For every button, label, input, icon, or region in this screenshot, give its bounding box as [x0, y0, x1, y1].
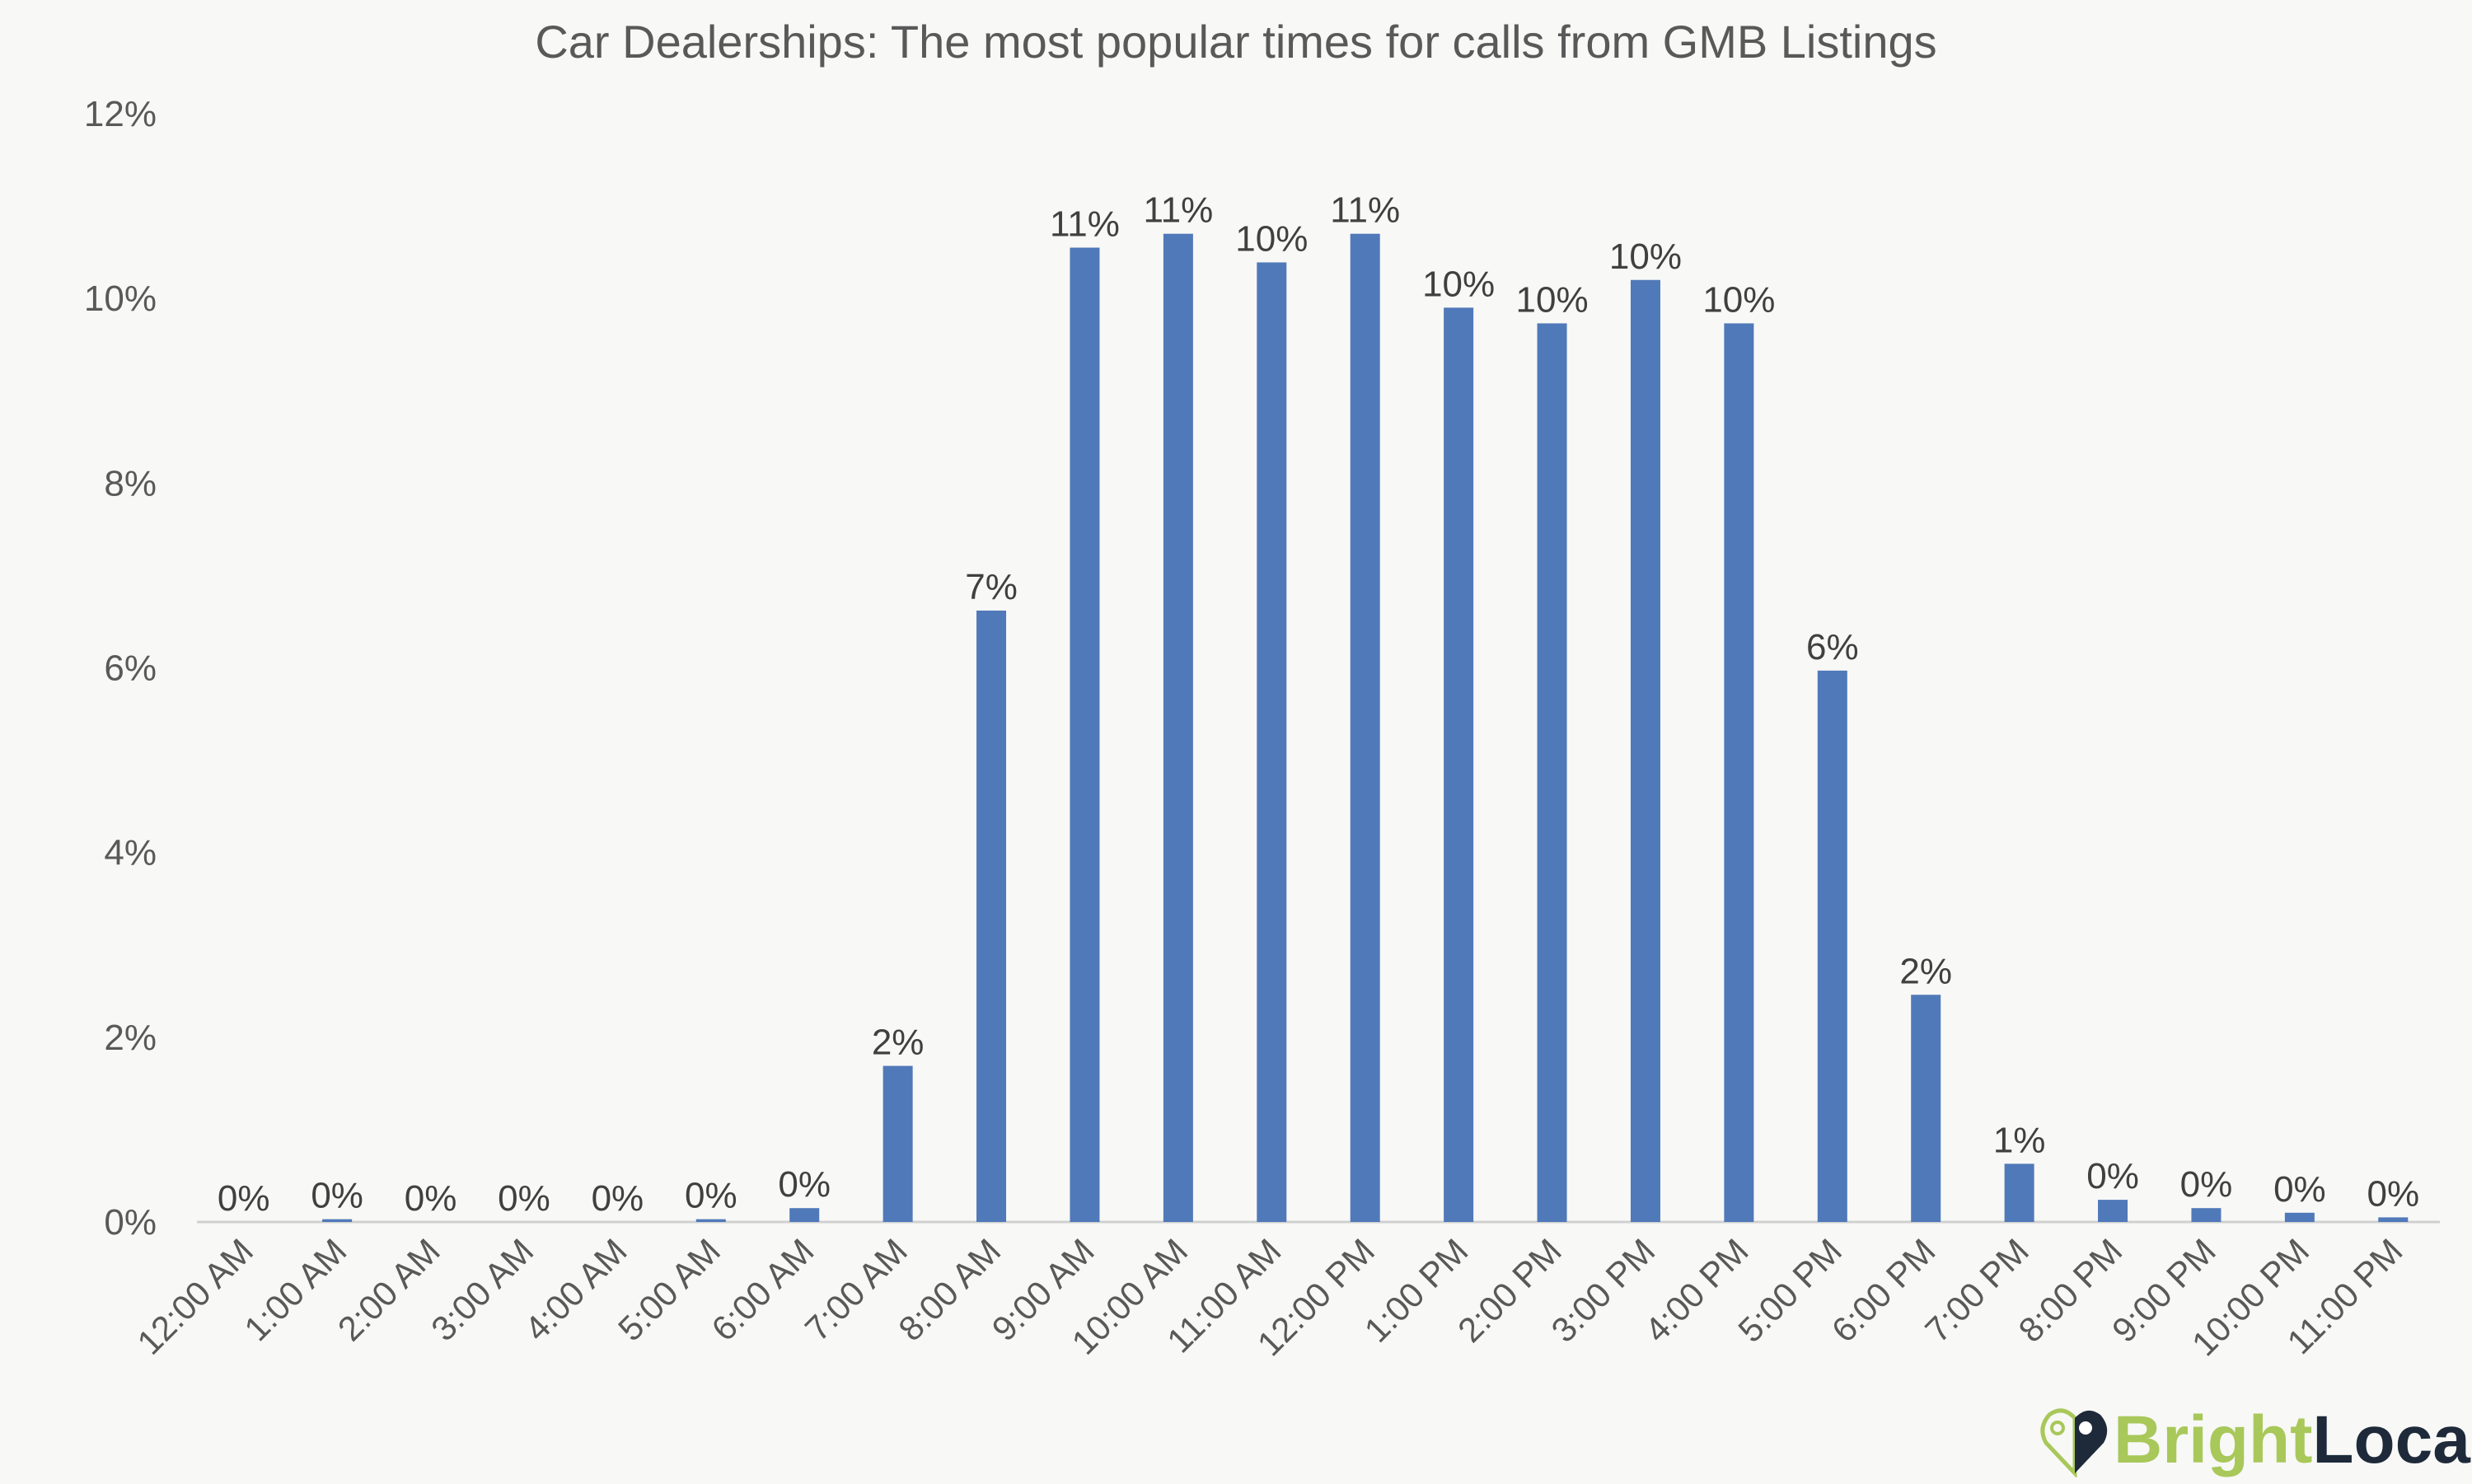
x-tick-label: 1:00 PM [1357, 1231, 1476, 1350]
data-label: 0% [405, 1178, 457, 1219]
x-tick-label: 4:00 PM [1637, 1231, 1756, 1350]
x-tick-label: 6:00 AM [704, 1231, 821, 1348]
x-tick-label: 7:00 AM [798, 1231, 915, 1348]
data-label: 0% [685, 1176, 737, 1216]
x-tick-label: 4:00 AM [517, 1231, 634, 1348]
y-tick-label: 4% [104, 833, 157, 873]
data-label: 7% [965, 567, 1018, 607]
data-label: 6% [1806, 627, 1859, 667]
logo-text-bright: Bright [2114, 1402, 2313, 1477]
bar [322, 1219, 353, 1222]
x-axis: 12:00 AM1:00 AM2:00 AM3:00 AM4:00 AM5:00… [129, 1231, 2409, 1363]
bar [2191, 1208, 2222, 1222]
x-tick-label: 2:00 PM [1450, 1231, 1569, 1350]
data-label: 0% [2273, 1169, 2326, 1210]
bar [2004, 1163, 2034, 1222]
data-label: 2% [872, 1023, 925, 1063]
data-label: 10% [1516, 279, 1589, 320]
heart-pin-icon [2040, 1407, 2108, 1477]
data-label: 0% [778, 1164, 831, 1205]
x-tick-label: 5:00 AM [611, 1231, 728, 1348]
y-tick-label: 2% [104, 1018, 157, 1058]
data-label: 0% [2180, 1164, 2233, 1205]
bar [1350, 233, 1380, 1222]
data-label: 10% [1422, 264, 1495, 304]
bar [1537, 323, 1567, 1222]
data-label: 11% [1143, 190, 1213, 231]
x-tick-label: 12:00 AM [129, 1231, 260, 1362]
data-label: 0% [2086, 1156, 2139, 1196]
x-tick-label: 2:00 AM [330, 1231, 447, 1348]
x-tick-label: 8:00 AM [891, 1231, 1008, 1348]
bar [789, 1208, 820, 1222]
y-tick-label: 0% [104, 1202, 157, 1243]
bars: 0% 0% 0% 0% 0% 0% 0% 2% 7% 11% 11% 10% 11% 10% 10% 10% 1… [218, 190, 2419, 1223]
bar [695, 1219, 726, 1222]
data-label: 0% [2367, 1173, 2419, 1214]
data-label: 11% [1330, 190, 1400, 231]
chart-title: Car Dealerships: The most popular times … [535, 16, 1936, 68]
y-tick-label: 10% [84, 279, 157, 319]
x-tick-label: 8:00 PM [2011, 1231, 2130, 1350]
data-label: 2% [1899, 951, 1952, 991]
data-label: 10% [1235, 218, 1308, 259]
bar [1163, 233, 1193, 1222]
y-tick-label: 8% [104, 463, 157, 503]
x-tick-label: 3:00 PM [1543, 1231, 1662, 1350]
brightlocal-logo: Bright Local [2039, 1401, 2472, 1479]
x-tick-label: 1:00 AM [236, 1231, 353, 1348]
x-tick-label: 6:00 PM [1824, 1231, 1943, 1350]
x-tick-label: 7:00 PM [1917, 1231, 2036, 1350]
y-tick-label: 6% [104, 648, 157, 689]
data-label: 0% [311, 1176, 363, 1216]
bar [1724, 323, 1754, 1222]
bar [1070, 247, 1100, 1222]
data-label: 0% [218, 1178, 270, 1219]
bar [1257, 262, 1287, 1223]
logo-text-local: Local [2312, 1402, 2472, 1477]
bar [1630, 279, 1660, 1222]
data-label: 10% [1702, 279, 1775, 320]
x-tick-label: 3:00 AM [424, 1231, 541, 1348]
bar [2284, 1212, 2315, 1222]
bar [1444, 307, 1474, 1222]
data-label: 10% [1609, 236, 1682, 277]
bar [976, 611, 1007, 1222]
bar [2378, 1217, 2409, 1222]
data-label: 11% [1050, 204, 1120, 245]
data-label: 0% [592, 1178, 644, 1219]
bar [1817, 670, 1847, 1222]
data-label: 1% [1993, 1120, 2046, 1160]
y-axis: 0% 2% 4% 6% 8% 10% 12% [84, 94, 157, 1243]
data-label: 0% [498, 1178, 550, 1219]
bar [1911, 995, 1941, 1222]
y-tick-label: 12% [84, 94, 157, 134]
bar [2098, 1200, 2128, 1222]
x-tick-label: 5:00 PM [1730, 1231, 1849, 1350]
bar [883, 1065, 913, 1222]
